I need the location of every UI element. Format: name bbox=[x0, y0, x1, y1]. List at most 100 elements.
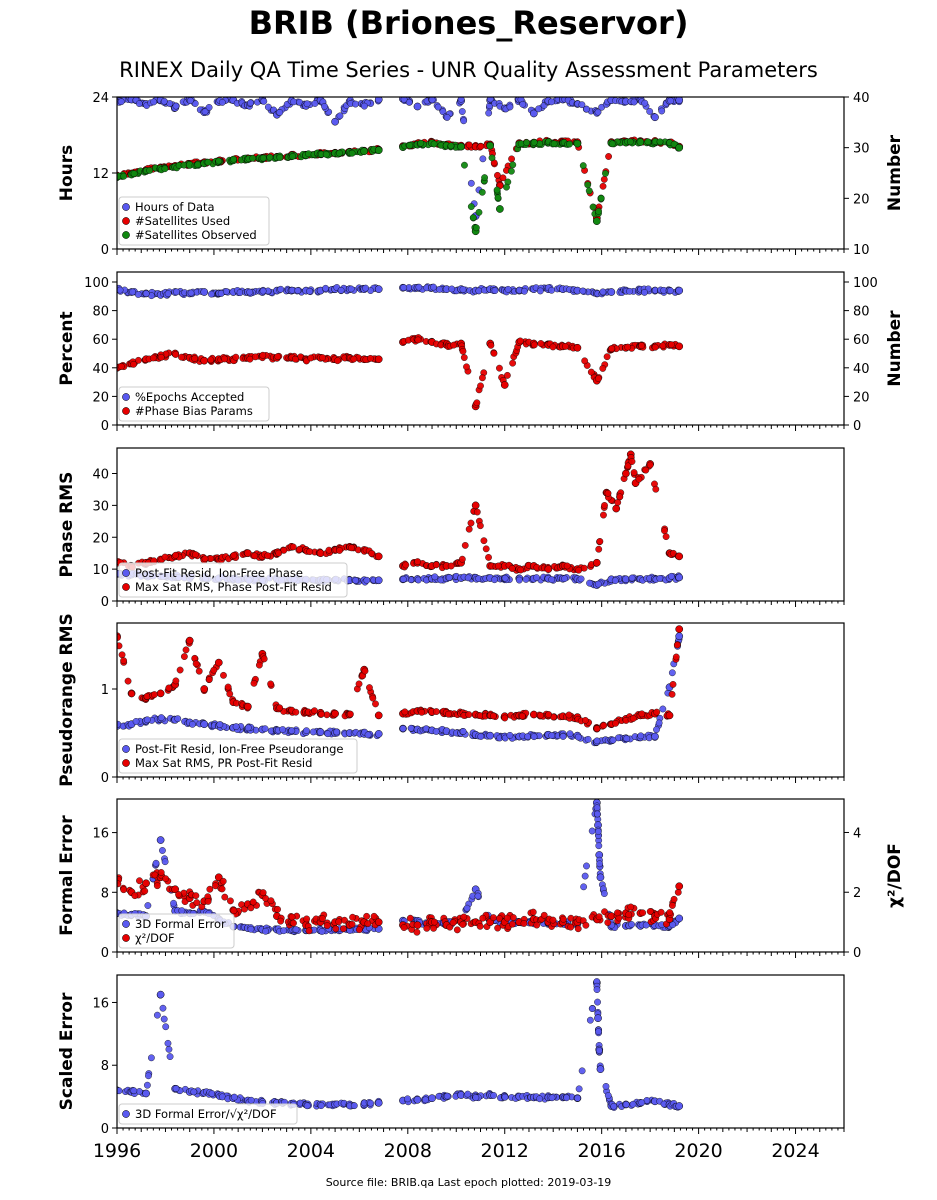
data-point bbox=[434, 103, 442, 111]
data-point bbox=[519, 100, 527, 108]
data-point bbox=[635, 475, 643, 483]
data-point bbox=[656, 138, 664, 146]
data-point bbox=[593, 737, 601, 745]
data-point bbox=[583, 105, 590, 113]
data-point bbox=[336, 547, 343, 554]
data-point bbox=[366, 354, 374, 362]
data-point bbox=[508, 565, 516, 572]
data-point bbox=[432, 728, 440, 735]
data-point bbox=[348, 920, 356, 928]
data-point bbox=[561, 575, 568, 583]
data-point bbox=[490, 914, 497, 922]
data-point bbox=[503, 914, 511, 922]
data-point bbox=[277, 285, 285, 293]
data-point bbox=[368, 550, 376, 557]
data-point bbox=[136, 877, 143, 885]
data-point bbox=[413, 928, 421, 936]
x-tick-label: 2016 bbox=[577, 1140, 625, 1162]
data-point bbox=[210, 666, 218, 674]
data-point bbox=[219, 877, 227, 885]
data-point bbox=[629, 1100, 637, 1108]
data-point bbox=[309, 728, 317, 736]
data-point bbox=[581, 716, 589, 724]
data-point bbox=[149, 354, 157, 362]
data-point bbox=[264, 552, 272, 560]
data-point bbox=[207, 555, 215, 563]
data-point bbox=[537, 712, 544, 719]
data-point bbox=[288, 913, 296, 921]
data-point bbox=[221, 355, 228, 363]
legend-label: Post-Fit Resid, Ion-Free Phase bbox=[135, 566, 303, 580]
data-point bbox=[675, 914, 684, 923]
data-point bbox=[501, 574, 509, 582]
data-point bbox=[401, 708, 409, 716]
data-point bbox=[117, 363, 125, 370]
plot-area bbox=[117, 97, 684, 236]
data-point bbox=[280, 927, 288, 935]
data-point bbox=[182, 646, 190, 654]
data-point bbox=[655, 719, 663, 727]
x-tick-label: 2000 bbox=[190, 1140, 238, 1162]
data-point bbox=[134, 291, 142, 298]
data-point bbox=[406, 914, 414, 922]
legend-marker bbox=[122, 745, 130, 753]
data-point bbox=[331, 709, 339, 718]
data-point bbox=[187, 289, 195, 297]
data-point bbox=[374, 146, 383, 155]
data-point bbox=[673, 641, 681, 649]
data-point bbox=[594, 108, 602, 116]
data-point bbox=[275, 549, 283, 557]
data-point bbox=[334, 357, 341, 365]
data-point bbox=[369, 694, 377, 702]
data-point bbox=[548, 98, 555, 106]
data-point bbox=[672, 653, 680, 661]
data-point bbox=[170, 899, 177, 907]
data-point bbox=[322, 284, 329, 292]
y-tick-label: 8 bbox=[101, 886, 109, 901]
panel-2 bbox=[112, 271, 849, 431]
data-point bbox=[504, 285, 512, 293]
data-point bbox=[274, 353, 282, 361]
data-point bbox=[622, 469, 630, 478]
data-point bbox=[145, 1072, 152, 1080]
data-point bbox=[592, 558, 601, 567]
plot-area bbox=[117, 283, 684, 411]
data-point bbox=[566, 730, 574, 738]
y2-tick-label: 40 bbox=[853, 362, 870, 377]
data-point bbox=[479, 155, 487, 163]
data-point bbox=[360, 102, 368, 110]
data-point bbox=[517, 566, 525, 574]
data-point bbox=[255, 661, 263, 669]
data-point bbox=[593, 804, 601, 812]
data-point bbox=[605, 153, 612, 160]
axes-frame bbox=[116, 798, 845, 953]
data-point bbox=[540, 911, 548, 919]
data-point bbox=[161, 858, 169, 866]
data-point bbox=[657, 908, 665, 916]
data-point bbox=[460, 354, 468, 361]
data-point bbox=[200, 288, 209, 296]
data-point bbox=[157, 353, 165, 361]
data-point bbox=[172, 677, 180, 685]
axes-frame bbox=[116, 622, 845, 778]
data-point bbox=[117, 98, 125, 106]
data-point bbox=[675, 632, 684, 641]
data-point bbox=[448, 285, 456, 293]
data-point bbox=[644, 138, 652, 146]
data-point bbox=[331, 117, 339, 126]
data-point bbox=[500, 381, 509, 389]
data-point bbox=[289, 152, 297, 160]
data-point bbox=[303, 727, 310, 735]
data-point bbox=[205, 676, 213, 683]
data-point bbox=[413, 102, 422, 111]
data-point bbox=[616, 493, 624, 501]
data-point bbox=[472, 1094, 480, 1101]
y2-axis-label: Number bbox=[885, 134, 905, 211]
data-point bbox=[143, 1081, 151, 1089]
data-point bbox=[487, 341, 495, 349]
data-point bbox=[142, 879, 150, 888]
data-point bbox=[599, 288, 607, 296]
data-point bbox=[333, 728, 341, 736]
data-point bbox=[443, 1092, 451, 1100]
data-point bbox=[129, 288, 137, 296]
